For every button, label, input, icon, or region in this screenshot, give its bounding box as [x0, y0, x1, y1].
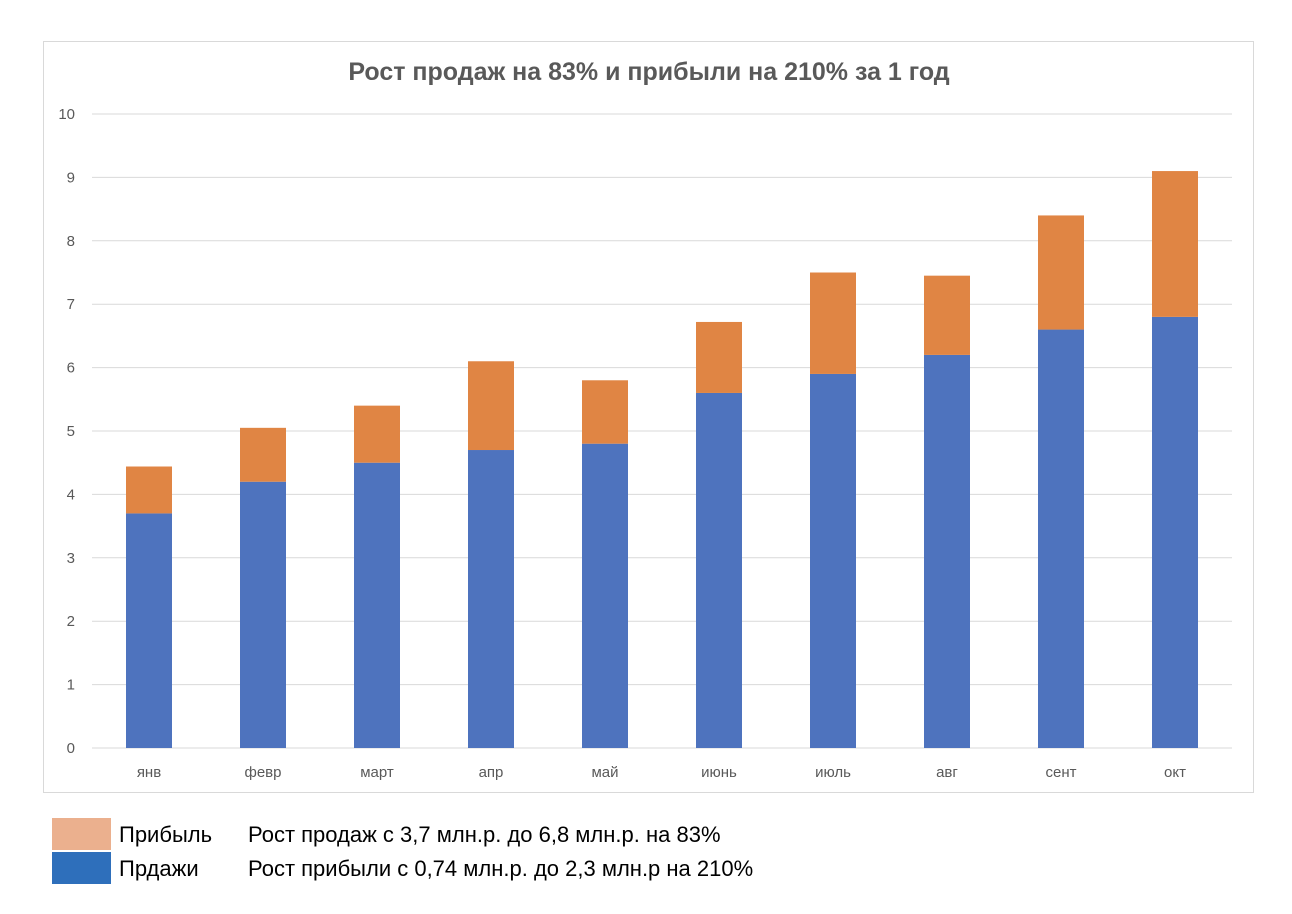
y-tick-label: 9 — [67, 169, 75, 186]
bar-profit-6 — [810, 272, 856, 374]
bar-sales-1 — [240, 481, 286, 748]
bar-sales-6 — [810, 373, 856, 748]
bar-sales-9 — [1152, 316, 1198, 748]
y-tick-label: 7 — [67, 296, 75, 313]
bar-profit-5 — [696, 321, 742, 393]
x-tick-label: июль — [815, 764, 851, 781]
bar-profit-1 — [240, 427, 286, 482]
x-tick-label: окт — [1164, 764, 1186, 781]
bar-profit-8 — [1038, 215, 1084, 330]
legend-note-sales-growth: Рост продаж с 3,7 млн.р. до 6,8 млн.р. н… — [248, 822, 721, 847]
y-tick-label: 0 — [67, 740, 75, 757]
y-tick-label: 1 — [67, 677, 75, 694]
y-tick-label: 8 — [67, 233, 75, 250]
x-tick-label: июнь — [701, 764, 737, 781]
bar-sales-7 — [924, 354, 970, 748]
legend-label-profit: Прибыль — [119, 822, 213, 847]
x-tick-label: май — [591, 764, 618, 781]
bar-profit-0 — [126, 466, 172, 514]
legend-swatch-profit — [52, 818, 111, 850]
x-axis-tick-labels: янв февр март апр май июнь июль авг сент окт — [137, 764, 1186, 781]
legend-item-sales: Прдажи Рост прибыли с 0,74 млн.р. до 2,3… — [52, 852, 852, 884]
bar-profit-9 — [1152, 171, 1198, 317]
x-tick-label: март — [360, 764, 394, 781]
chart-title: Рост продаж на 83% и прибыли на 210% за … — [348, 58, 950, 86]
bar-sales-2 — [354, 462, 400, 748]
bar-sales-5 — [696, 392, 742, 748]
y-tick-label: 3 — [67, 550, 75, 567]
bar-profit-7 — [924, 275, 970, 355]
legend-note-profit-growth: Рост прибыли с 0,74 млн.р. до 2,3 млн.р … — [248, 856, 754, 881]
y-tick-label: 4 — [67, 486, 75, 503]
legend-swatch-sales — [52, 852, 111, 884]
x-tick-label: янв — [137, 764, 161, 781]
bar-sales-3 — [468, 450, 514, 748]
x-tick-label: авг — [936, 764, 958, 781]
x-tick-label: февр — [245, 764, 282, 781]
y-tick-label: 10 — [58, 106, 75, 123]
x-tick-label: сент — [1046, 764, 1077, 781]
bar-sales-4 — [582, 443, 628, 748]
y-tick-label: 5 — [67, 423, 75, 440]
bar-sales-0 — [126, 513, 172, 748]
bars — [126, 171, 1198, 748]
y-axis-tick-labels: 0 1 2 3 4 5 6 7 8 9 10 — [58, 106, 75, 757]
legend-item-profit: Прибыль Рост продаж с 3,7 млн.р. до 6,8 … — [52, 818, 852, 850]
bar-profit-4 — [582, 380, 628, 444]
bar-sales-8 — [1038, 329, 1084, 748]
bar-profit-2 — [354, 405, 400, 463]
x-tick-label: апр — [479, 764, 504, 781]
bar-profit-3 — [468, 361, 514, 451]
y-tick-label: 2 — [67, 613, 75, 630]
y-tick-label: 6 — [67, 360, 75, 377]
legend-label-sales: Прдажи — [119, 856, 199, 881]
